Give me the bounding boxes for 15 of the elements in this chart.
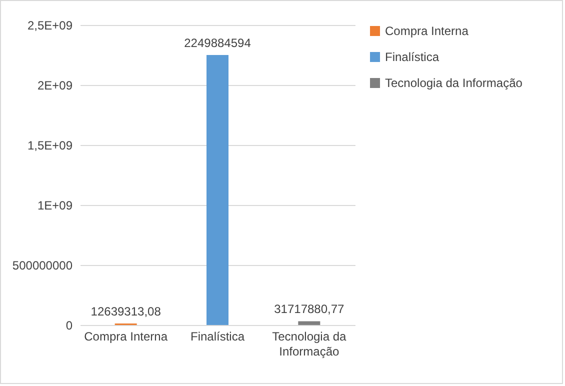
y-tick-label: 1E+09	[37, 198, 73, 212]
y-tick-label: 2,5E+09	[27, 18, 73, 32]
data-label: 31717880,77	[274, 302, 345, 316]
data-label: 12639313,08	[90, 304, 162, 318]
y-tick-label: 2E+09	[37, 78, 73, 92]
y-tick-label: 500000000	[12, 258, 73, 272]
legend-label: Tecnologia da Informação	[385, 76, 523, 90]
y-tick-label: 0	[66, 318, 73, 332]
x-tick-label: Tecnologia da Informação	[272, 330, 347, 358]
x-tick-label: Finalística	[190, 330, 245, 344]
y-tick-label: 1,5E+09	[27, 138, 73, 152]
x-tick-label: Compra Interna	[84, 330, 168, 344]
data-label: 2249884594	[184, 36, 252, 50]
legend-label: Compra Interna	[385, 24, 469, 38]
legend-label: Finalística	[385, 50, 440, 64]
